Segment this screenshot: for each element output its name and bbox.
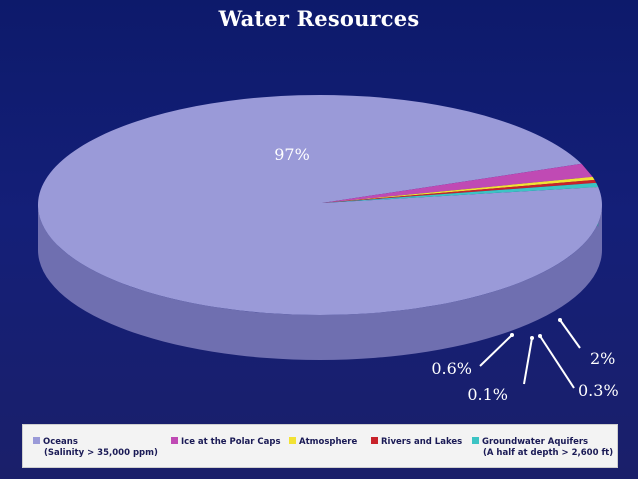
leader-line-atmosphere [539, 335, 575, 389]
data-label-oceans: 97% [274, 145, 310, 164]
leader-line-rivers [523, 337, 533, 385]
legend-item-atmosphere: Atmosphere [289, 437, 357, 448]
legend-sub-oceans: (Salinity > 35,000 ppm) [44, 448, 158, 458]
data-label-ice: 2% [590, 349, 615, 368]
pie-slice-atmosphere [322, 176, 595, 203]
leader-arrow-rivers [530, 336, 534, 340]
pie-slice-oceans [37, 94, 602, 315]
data-label-groundwater: 0.6% [431, 359, 472, 378]
pie-slice-rivers [322, 179, 597, 203]
legend-sub-groundwater: (A half at depth > 2,600 ft) [483, 448, 614, 458]
legend-label-rivers: Rivers and Lakes [381, 437, 463, 447]
data-label-rivers: 0.1% [467, 385, 508, 404]
leader-arrow-ice [558, 318, 562, 322]
data-label-atmosphere: 0.3% [578, 381, 619, 400]
leader-arrow-groundwater [510, 333, 514, 337]
pie-slice-groundwater [322, 182, 599, 203]
pie-slice-ice [322, 163, 593, 203]
legend-label-groundwater: Groundwater Aquifers [482, 437, 589, 447]
legend-swatch-ice [171, 437, 178, 444]
legend-swatch-oceans [33, 437, 40, 444]
leader-line-groundwater [479, 334, 513, 367]
legend: Oceans (Salinity > 35,000 ppm) Ice at th… [22, 424, 618, 468]
leader-arrow-atmosphere [538, 334, 542, 338]
legend-item-oceans: Oceans (Salinity > 35,000 ppm) [33, 437, 158, 459]
legend-swatch-atmosphere [289, 437, 296, 444]
legend-item-rivers: Rivers and Lakes [371, 437, 462, 448]
legend-swatch-groundwater [472, 437, 479, 444]
chart-title: Water Resources [218, 6, 420, 31]
legend-label-oceans: Oceans [43, 437, 78, 447]
legend-label-atmosphere: Atmosphere [299, 437, 358, 447]
legend-label-ice: Ice at the Polar Caps [181, 437, 281, 447]
leader-line-ice [559, 319, 581, 349]
pie-side-oceans [38, 205, 602, 360]
legend-item-ice: Ice at the Polar Caps [171, 437, 281, 448]
legend-item-groundwater: Groundwater Aquifers (A half at depth > … [472, 437, 613, 459]
legend-swatch-rivers [371, 437, 378, 444]
